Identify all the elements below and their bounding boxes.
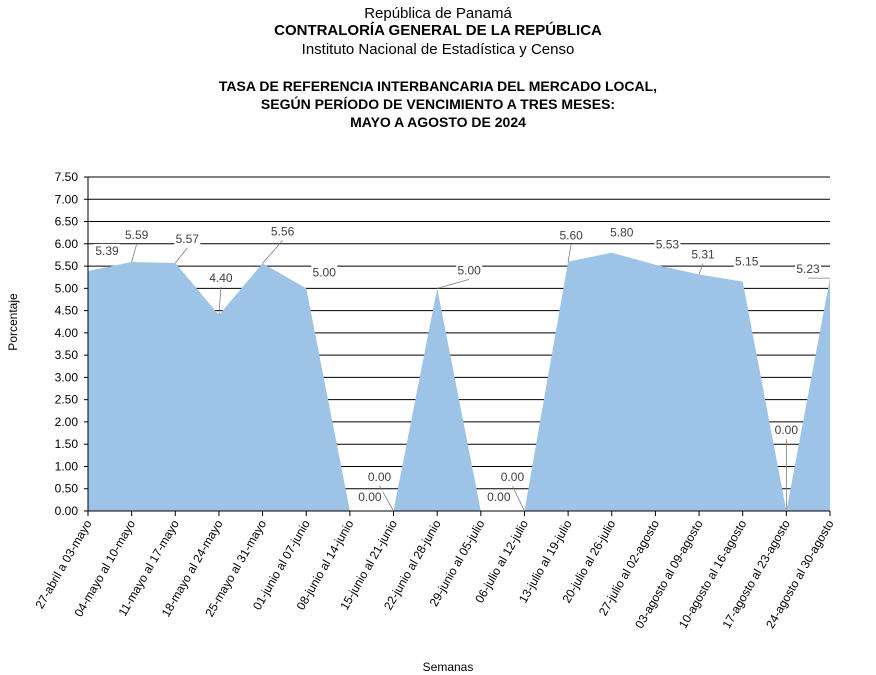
data-label: 5.80 <box>610 226 634 240</box>
y-tick-label: 3.00 <box>55 370 79 384</box>
data-label: 0.00 <box>368 470 392 484</box>
chart-title-line-3: MAYO A AGOSTO DE 2024 <box>350 114 526 130</box>
y-tick-label: 1.00 <box>55 459 79 473</box>
data-label-bg <box>269 224 296 239</box>
y-tick-label: 6.50 <box>55 215 79 229</box>
y-tick-label: 4.00 <box>55 326 79 340</box>
data-label: 0.00 <box>487 490 511 504</box>
data-label-bg <box>366 470 393 484</box>
chart-title-line-1: TASA DE REFERENCIA INTERBANCARIA DEL MER… <box>218 78 658 94</box>
data-label-bg <box>311 265 338 280</box>
y-tick-label: 3.50 <box>55 348 79 362</box>
data-label-leaders <box>131 240 830 512</box>
data-label-bg <box>174 231 201 246</box>
x-axis-title: Semanas <box>423 660 474 674</box>
header-contraloria: CONTRALORÍA GENERAL DE LA REPÚBLICA <box>274 22 602 39</box>
data-label: 5.00 <box>457 263 481 277</box>
data-label-bg <box>558 228 585 243</box>
data-label: 4.40 <box>209 271 233 285</box>
data-label-leader <box>131 243 138 263</box>
data-label: 5.59 <box>125 228 149 242</box>
data-label-bg <box>499 470 526 484</box>
data-label: 5.31 <box>691 248 715 262</box>
data-label: 0.00 <box>358 490 382 504</box>
data-label-bg <box>773 423 800 437</box>
data-label-leader <box>262 240 283 264</box>
y-tick-label: 2.50 <box>55 393 79 407</box>
data-label-bg <box>690 247 717 262</box>
data-label: 5.57 <box>176 232 200 246</box>
y-tick-label: 4.50 <box>55 304 79 318</box>
y-tick-label: 7.00 <box>55 192 79 206</box>
data-label-bg <box>608 225 635 240</box>
header-institute: Instituto Nacional de Estadística y Cens… <box>301 41 575 58</box>
data-label-bg <box>207 271 234 286</box>
data-label-leader <box>567 244 572 262</box>
data-label-bg <box>94 243 120 258</box>
y-tick-label: 2.00 <box>55 415 79 429</box>
data-label: 0.00 <box>775 423 799 437</box>
data-label: 5.00 <box>313 265 337 279</box>
data-label-bg <box>456 263 483 278</box>
data-label-leader <box>218 287 222 316</box>
data-label-bg <box>356 490 383 504</box>
y-tick-label: 6.00 <box>55 237 79 251</box>
data-label-bg <box>485 490 512 504</box>
data-label: 0.00 <box>501 470 525 484</box>
data-label: 5.53 <box>656 238 680 252</box>
data-label-leader <box>698 263 704 275</box>
y-tick-label: 5.00 <box>55 281 79 295</box>
data-label-leader <box>512 485 525 512</box>
y-tick-label: 0.00 <box>55 504 79 518</box>
data-label-bg <box>733 254 760 269</box>
y-tick-label: 0.50 <box>55 482 79 496</box>
chart-title-line-2: SEGÚN PERÍODO DE VENCIMIENTO A TRES MESE… <box>260 96 616 112</box>
y-tick-label: 7.50 <box>55 170 79 184</box>
y-axis-title: Porcentaje <box>6 293 20 351</box>
data-label: 5.60 <box>559 229 583 243</box>
data-label-bg <box>654 237 681 252</box>
data-labels: 5.39 5.59 5.57 4.40 5.56 5.00 0.00 0.00 5.00 0.00… <box>94 224 821 504</box>
data-label-leader <box>174 247 188 264</box>
data-label: 5.23 <box>796 262 820 276</box>
data-label-leader <box>437 278 470 289</box>
y-tick-label: 5.50 <box>55 259 79 273</box>
rate-area <box>88 252 830 511</box>
y-tick-label: 1.50 <box>55 437 79 451</box>
header-republic: República de Panamá <box>364 5 512 22</box>
data-label-bg <box>123 228 150 243</box>
data-label: 5.39 <box>95 244 119 258</box>
y-axis: 0.00 0.50 1.00 1.50 2.00 2.50 3.00 3.50 4.00 4.50… <box>55 170 89 518</box>
data-label-bg <box>795 262 821 277</box>
data-label: 5.15 <box>735 255 759 269</box>
data-label: 5.56 <box>271 224 295 238</box>
